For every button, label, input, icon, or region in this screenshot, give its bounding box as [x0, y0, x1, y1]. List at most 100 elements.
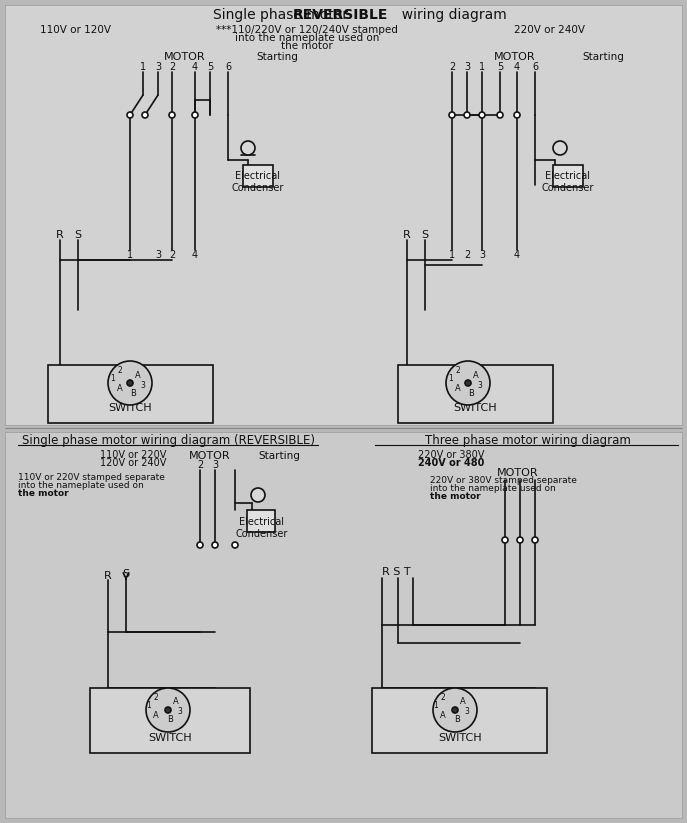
Circle shape	[108, 361, 152, 405]
Bar	[5, 432, 682, 818]
Text: Single phase motor: Single phase motor	[213, 8, 357, 22]
Text: 2: 2	[169, 250, 175, 260]
Circle shape	[127, 112, 133, 118]
Circle shape	[165, 707, 171, 713]
Circle shape	[532, 537, 538, 543]
Text: 220V or 380V: 220V or 380V	[418, 450, 484, 460]
Text: B: B	[468, 388, 474, 398]
Text: 3: 3	[479, 250, 485, 260]
Text: 3: 3	[464, 62, 470, 72]
Circle shape	[446, 361, 490, 405]
Text: B: B	[167, 715, 173, 724]
Text: 220V or 380V stamped separate: 220V or 380V stamped separate	[430, 476, 577, 485]
Text: A: A	[455, 384, 461, 393]
Text: 3: 3	[155, 62, 161, 72]
Text: SWITCH: SWITCH	[453, 403, 497, 413]
Text: 3: 3	[155, 250, 161, 260]
Text: 1: 1	[111, 374, 115, 383]
Text: ***110/220V or 120/240V stamped: ***110/220V or 120/240V stamped	[216, 25, 398, 35]
Text: 220V or 240V: 220V or 240V	[515, 25, 585, 35]
Text: MOTOR: MOTOR	[494, 52, 536, 62]
Text: MOTOR: MOTOR	[164, 52, 206, 62]
Text: 240V or 480: 240V or 480	[418, 458, 484, 468]
Text: Starting: Starting	[256, 52, 298, 62]
Text: Starting: Starting	[582, 52, 624, 62]
Text: 4: 4	[514, 250, 520, 260]
Text: Single phase motor wiring diagram (REVERSIBLE): Single phase motor wiring diagram (REVER…	[21, 434, 315, 447]
Text: MOTOR: MOTOR	[189, 451, 231, 461]
Text: the motor: the motor	[430, 491, 481, 500]
Text: 120V or 240V: 120V or 240V	[100, 458, 166, 468]
Bar	[398, 365, 553, 423]
Text: 3: 3	[177, 708, 183, 717]
Circle shape	[452, 707, 458, 713]
Text: 5: 5	[207, 62, 213, 72]
Text: 4: 4	[192, 250, 198, 260]
Circle shape	[127, 380, 133, 386]
Circle shape	[502, 537, 508, 543]
Text: 110V or 120V: 110V or 120V	[39, 25, 111, 35]
Circle shape	[197, 542, 203, 548]
Circle shape	[517, 537, 523, 543]
Text: Three phase motor wiring diagram: Three phase motor wiring diagram	[425, 434, 631, 447]
Text: 110V or 220V: 110V or 220V	[100, 450, 166, 460]
Text: S: S	[74, 230, 82, 240]
Text: R: R	[56, 230, 64, 240]
Bar	[90, 688, 250, 753]
Text: your photos for less!: your photos for less!	[273, 625, 587, 654]
Bar	[247, 510, 275, 532]
Text: into the nameplate used on: into the nameplate used on	[430, 483, 556, 492]
Text: 3: 3	[212, 460, 218, 470]
Bar	[5, 5, 682, 425]
Text: 4: 4	[514, 62, 520, 72]
Text: 2: 2	[154, 692, 159, 701]
Text: 1: 1	[449, 250, 455, 260]
Text: 1: 1	[127, 250, 133, 260]
Text: 3: 3	[477, 380, 482, 389]
Text: A: A	[440, 710, 446, 719]
Text: into the nameplate used on: into the nameplate used on	[235, 33, 379, 43]
Circle shape	[192, 112, 198, 118]
Text: SWITCH: SWITCH	[438, 733, 482, 743]
Text: Electrical
Condenser: Electrical Condenser	[232, 171, 284, 193]
Text: B: B	[130, 388, 136, 398]
Text: SWITCH: SWITCH	[108, 403, 152, 413]
Text: A: A	[153, 710, 159, 719]
Text: 2: 2	[449, 62, 455, 72]
Circle shape	[142, 112, 148, 118]
Text: SWITCH: SWITCH	[148, 733, 192, 743]
Text: MOTOR: MOTOR	[497, 468, 539, 478]
Circle shape	[433, 688, 477, 732]
Text: A: A	[173, 698, 179, 706]
Text: R: R	[104, 571, 112, 581]
Text: 3: 3	[141, 380, 146, 389]
Text: B: B	[454, 715, 460, 724]
Text: 1: 1	[449, 374, 453, 383]
Text: 6: 6	[225, 62, 231, 72]
Circle shape	[479, 112, 485, 118]
Circle shape	[251, 488, 265, 502]
Text: 2: 2	[464, 250, 470, 260]
Text: A: A	[473, 370, 479, 379]
Bar	[372, 688, 547, 753]
Text: Starting: Starting	[258, 451, 300, 461]
Text: 1: 1	[479, 62, 485, 72]
Circle shape	[232, 542, 238, 548]
Text: A: A	[117, 384, 123, 393]
Text: 110V or 220V stamped separate: 110V or 220V stamped separate	[18, 472, 165, 481]
Text: 2: 2	[169, 62, 175, 72]
Text: R S T: R S T	[382, 567, 411, 577]
Bar	[48, 365, 213, 423]
Bar	[553, 165, 583, 187]
Text: 6: 6	[532, 62, 538, 72]
Circle shape	[169, 112, 175, 118]
Text: 1: 1	[140, 62, 146, 72]
Text: Electrical
Condenser: Electrical Condenser	[236, 517, 288, 539]
Text: photobucket: photobucket	[212, 344, 474, 386]
Circle shape	[497, 112, 503, 118]
Circle shape	[449, 112, 455, 118]
Text: S: S	[122, 569, 130, 579]
Text: A: A	[135, 370, 141, 379]
Circle shape	[241, 141, 255, 155]
Circle shape	[514, 112, 520, 118]
